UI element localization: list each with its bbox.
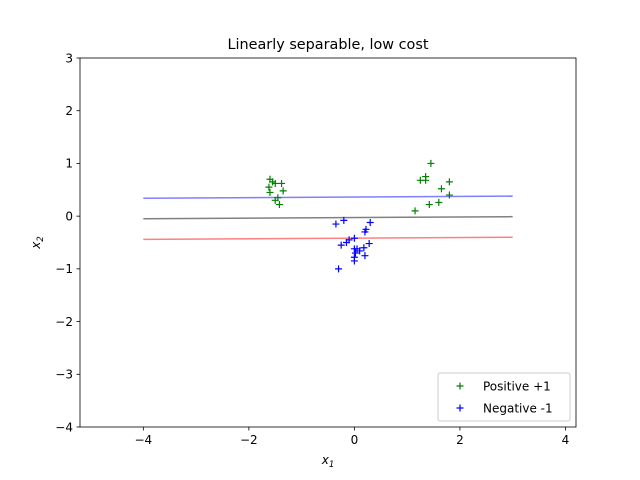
positive-point (278, 179, 286, 187)
y-tick-label: 3 (65, 51, 73, 65)
negative-point (340, 216, 348, 224)
positive-point (411, 207, 419, 215)
negative-point (350, 234, 358, 242)
x-tick-label: −2 (240, 433, 258, 447)
y-tick-label: −4 (55, 420, 73, 434)
y-tick-label: −1 (55, 262, 73, 276)
positive-point (271, 179, 279, 187)
x-tick-label: 4 (562, 433, 570, 447)
negative-point (366, 218, 374, 226)
positive-point (265, 183, 273, 191)
negative-point (351, 249, 359, 257)
negative-point (356, 247, 364, 255)
negative-point (350, 257, 358, 265)
x-axis: −4 −2 0 2 4 (134, 427, 569, 447)
negative-point (365, 240, 373, 248)
y-tick-label: −3 (55, 368, 73, 382)
y-axis-label-sub: 2 (36, 236, 46, 241)
positive-point (266, 188, 274, 196)
positive-point (422, 176, 430, 184)
negative-point (360, 244, 368, 252)
legend: Positive +1 Negative -1 (437, 372, 571, 422)
decision-boundary-line (143, 215, 513, 220)
positive-point (271, 196, 279, 204)
points-layer (265, 159, 453, 273)
negative-point (350, 245, 358, 253)
negative-point (335, 265, 343, 273)
negative-point (361, 252, 369, 260)
negative-point (337, 241, 345, 249)
x-tick-label: 2 (456, 433, 464, 447)
x-axis-label-sub: 1 (329, 460, 334, 470)
positive-point (425, 201, 433, 209)
lower-margin-line (143, 236, 513, 241)
negative-point (342, 239, 350, 246)
positive-point (437, 185, 445, 193)
y-tick-label: 1 (65, 157, 73, 171)
line-layer (143, 195, 513, 241)
positive-point (427, 159, 435, 167)
chart-title: Linearly separable, low cost (228, 37, 429, 53)
legend-marker (456, 382, 464, 390)
y-tick-label: 0 (65, 209, 73, 223)
legend-entry: Negative -1 (483, 401, 553, 415)
y-tick-label: −2 (55, 315, 73, 329)
legend-entry: Positive +1 (483, 379, 551, 393)
positive-point (279, 187, 287, 195)
y-axis: −4 −3 −2 −1 0 1 2 3 (55, 51, 80, 434)
plot-frame (79, 57, 577, 428)
positive-point (435, 198, 443, 206)
positive-point (275, 201, 283, 209)
y-tick-label: 2 (65, 104, 73, 118)
positive-point (445, 191, 453, 199)
x-tick-label: −4 (134, 433, 152, 447)
x-axis-label: x1 (321, 453, 335, 470)
negative-point (361, 228, 369, 236)
y-axis-label: x2 (29, 236, 46, 250)
legend-box (437, 372, 571, 422)
legend-marker (456, 404, 464, 412)
upper-margin-line (143, 195, 513, 199)
positive-point (445, 178, 453, 186)
negative-point (332, 220, 340, 228)
x-tick-label: 0 (351, 433, 359, 447)
